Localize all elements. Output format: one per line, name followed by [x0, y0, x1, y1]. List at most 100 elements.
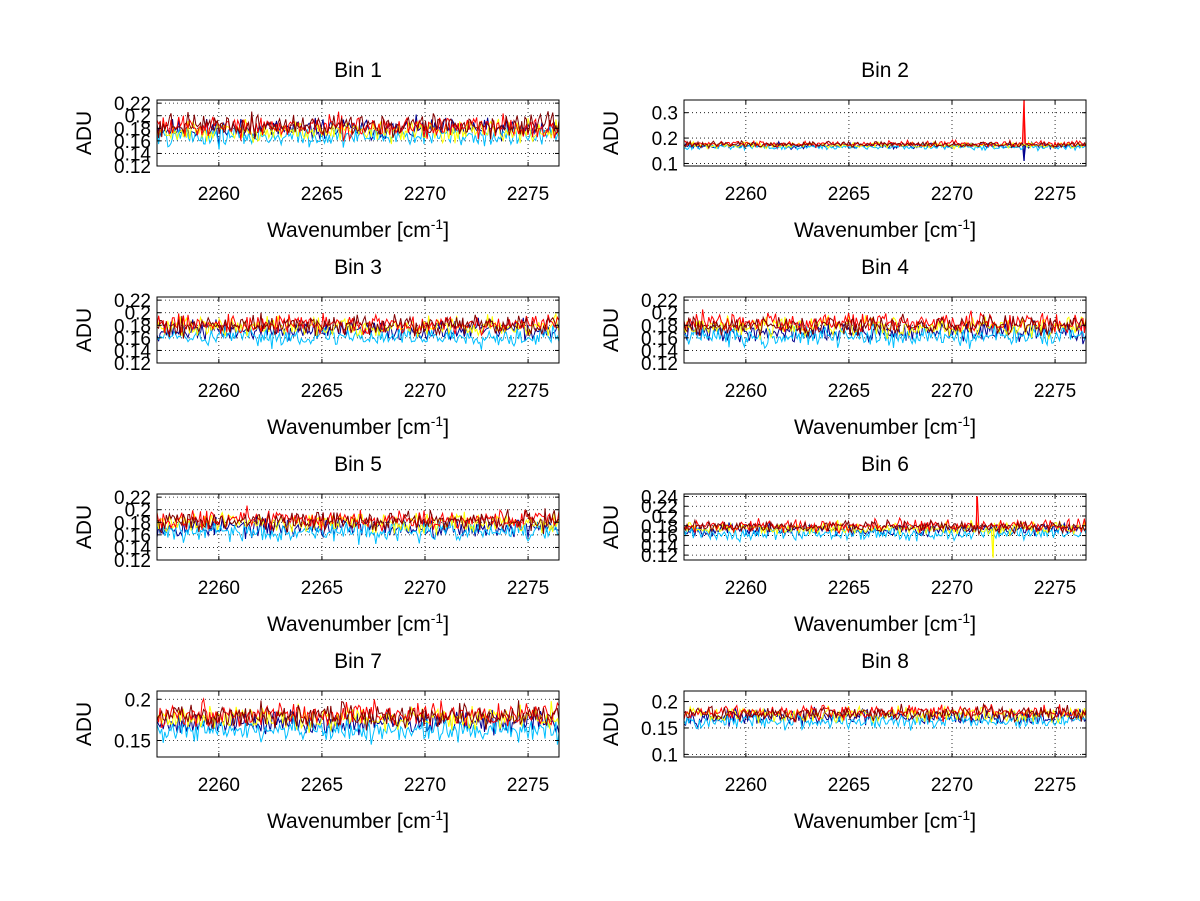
axes-frame	[156, 690, 560, 758]
x-tick-label: 2260	[198, 578, 240, 599]
y-tick-label: 0.16	[114, 132, 151, 153]
y-tick-label: 0.18	[114, 316, 151, 337]
y-tick-label: 0.24	[641, 487, 678, 508]
x-tick-label: 2275	[1034, 775, 1076, 796]
x-tick-label: 2270	[931, 381, 973, 402]
subplot-title: Bin 4	[861, 256, 909, 279]
x-axis-label: Wavenumber [cm-1]	[267, 216, 449, 242]
y-tick-label: 0.16	[114, 526, 151, 547]
y-tick-label: 0.22	[641, 497, 678, 518]
subplot-3: 2260 2265 2270 2275 0.120.140.160.180.20.22 B…	[73, 256, 560, 439]
subplot-5: 2260 2265 2270 2275 0.120.140.160.180.20.22 B…	[73, 453, 560, 636]
subplot-6: 2260 2265 2270 2275 0.120.140.160.180.20.220…	[600, 453, 1087, 636]
series-line-4	[684, 309, 1086, 334]
subplot-title: Bin 8	[861, 650, 909, 673]
y-tick-label: 0.22	[114, 94, 151, 115]
x-axis-label: Wavenumber [cm-1]	[267, 807, 449, 833]
y-axis-label: ADU	[73, 505, 96, 549]
subplot-7: 2260 2265 2270 2275 0.15 0.2 Bin 7 Wavenumber […	[73, 650, 560, 833]
axes-frame	[156, 493, 560, 561]
y-tick-label: 0.14	[114, 144, 151, 165]
x-axis-label: Wavenumber [cm-1]	[267, 413, 449, 439]
subplot-title: Bin 7	[334, 650, 382, 673]
series-line-3	[684, 140, 1086, 151]
subplot-2: 2260 2265 2270 2275 0.1 0.2 0.3 Bin 2 Wavenumber…	[600, 59, 1087, 242]
series-group	[157, 312, 559, 350]
y-tick-label: 0.14	[114, 341, 151, 362]
y-axis-label: ADU	[600, 702, 623, 746]
y-tick-label: 0.2	[125, 690, 151, 711]
series-line-5	[157, 508, 559, 535]
y-tick-label: 0.2	[652, 507, 678, 528]
series-line-5	[684, 702, 1086, 723]
subplot-title: Bin 5	[334, 453, 382, 476]
axes-frame	[683, 296, 1087, 364]
x-tick-label: 2270	[404, 184, 446, 205]
y-tick-label: 0.2	[125, 304, 151, 325]
series-line-2	[157, 122, 559, 150]
subplot-title: Bin 2	[861, 59, 909, 82]
series-line-2	[684, 322, 1086, 350]
y-tick-label: 0.2	[652, 129, 678, 150]
x-tick-label: 2270	[404, 381, 446, 402]
x-tick-label: 2265	[301, 775, 343, 796]
x-tick-label: 2270	[931, 775, 973, 796]
x-axis-label: Wavenumber [cm-1]	[794, 610, 976, 636]
y-tick-label: 0.12	[114, 354, 151, 375]
y-tick-label: 0.22	[114, 488, 151, 509]
series-line-4	[157, 697, 559, 729]
series-line-5	[684, 313, 1086, 337]
series-line-5	[157, 111, 559, 140]
series-line-5	[157, 312, 559, 339]
y-tick-label: 0.18	[641, 316, 678, 337]
y-tick-label: 0.12	[641, 546, 678, 567]
x-tick-label: 2265	[828, 775, 870, 796]
y-tick-label: 0.12	[114, 157, 151, 178]
subplot-title: Bin 6	[861, 453, 909, 476]
series-group	[684, 702, 1086, 732]
y-tick-label: 0.14	[114, 538, 151, 559]
series-group	[684, 100, 1086, 161]
series-group	[684, 496, 1086, 558]
x-axis-label: Wavenumber [cm-1]	[794, 807, 976, 833]
y-tick-label: 0.2	[125, 501, 151, 522]
x-tick-label: 2265	[828, 184, 870, 205]
series-line-2	[684, 711, 1086, 732]
subplot-1: 2260 2265 2270 2275 0.120.140.160.180.20.22 B…	[73, 59, 560, 242]
plot-area	[684, 691, 1086, 757]
y-axis-label: ADU	[73, 308, 96, 352]
series-line-5	[684, 518, 1086, 537]
x-tick-label: 2260	[725, 184, 767, 205]
plot-area	[684, 100, 1086, 166]
y-tick-label: 0.15	[114, 732, 151, 753]
y-tick-label: 0.2	[652, 693, 678, 714]
y-tick-label: 0.18	[641, 517, 678, 538]
x-tick-label: 2270	[404, 578, 446, 599]
x-tick-label: 2270	[931, 578, 973, 599]
y-tick-label: 0.22	[114, 291, 151, 312]
y-tick-label: 0.16	[114, 329, 151, 350]
y-axis-label: ADU	[600, 308, 623, 352]
y-tick-label: 0.16	[641, 329, 678, 350]
y-tick-label: 0.1	[652, 745, 678, 766]
y-tick-label: 0.1	[652, 154, 678, 175]
x-tick-label: 2265	[301, 578, 343, 599]
x-tick-label: 2275	[507, 578, 549, 599]
x-axis-label: Wavenumber [cm-1]	[794, 216, 976, 242]
x-tick-label: 2275	[1034, 184, 1076, 205]
x-tick-label: 2260	[725, 775, 767, 796]
y-tick-label: 0.18	[114, 119, 151, 140]
y-tick-label: 0.12	[641, 354, 678, 375]
x-tick-label: 2265	[301, 381, 343, 402]
y-tick-label: 0.14	[641, 341, 678, 362]
x-tick-label: 2270	[931, 184, 973, 205]
y-tick-label: 0.22	[641, 291, 678, 312]
subplot-4: 2260 2265 2270 2275 0.120.140.160.180.20.22 B…	[600, 256, 1087, 439]
x-tick-label: 2275	[1034, 381, 1076, 402]
x-axis-label: Wavenumber [cm-1]	[267, 610, 449, 636]
x-tick-label: 2275	[507, 184, 549, 205]
y-axis-label: ADU	[73, 702, 96, 746]
x-tick-label: 2260	[198, 381, 240, 402]
series-line-2	[684, 524, 1086, 544]
